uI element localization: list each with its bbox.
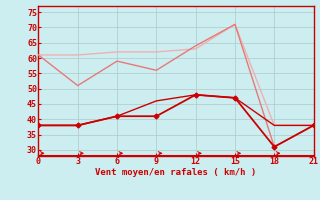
X-axis label: Vent moyen/en rafales ( km/h ): Vent moyen/en rafales ( km/h ) [95, 168, 257, 177]
